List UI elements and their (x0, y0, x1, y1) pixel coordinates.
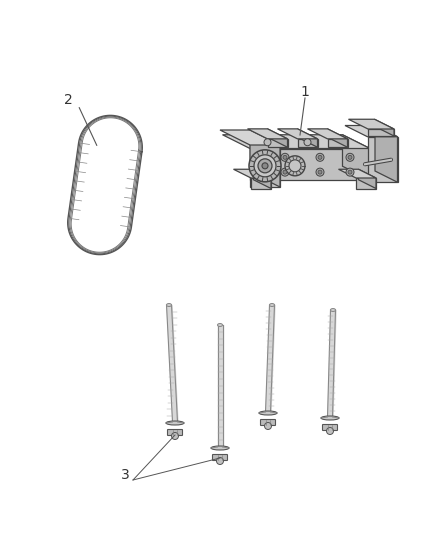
Polygon shape (328, 139, 347, 147)
Text: 1: 1 (300, 85, 309, 99)
Ellipse shape (331, 309, 336, 311)
Ellipse shape (218, 324, 223, 327)
Polygon shape (220, 130, 280, 145)
Circle shape (216, 457, 223, 464)
Polygon shape (233, 169, 271, 178)
Circle shape (326, 427, 333, 434)
Polygon shape (368, 129, 394, 136)
Circle shape (172, 432, 179, 440)
FancyBboxPatch shape (261, 419, 276, 425)
Polygon shape (297, 129, 318, 147)
Circle shape (346, 154, 354, 161)
Circle shape (265, 423, 272, 430)
Circle shape (258, 159, 272, 173)
Polygon shape (367, 137, 398, 182)
Polygon shape (349, 119, 394, 129)
Circle shape (249, 150, 281, 182)
Polygon shape (223, 135, 370, 149)
Polygon shape (250, 149, 370, 180)
Circle shape (316, 154, 324, 161)
Circle shape (289, 160, 301, 172)
Polygon shape (297, 139, 318, 147)
Polygon shape (356, 178, 376, 189)
Polygon shape (358, 169, 376, 189)
Circle shape (346, 168, 354, 176)
Ellipse shape (269, 303, 275, 306)
Polygon shape (250, 130, 280, 187)
Polygon shape (254, 169, 271, 189)
Circle shape (283, 170, 287, 174)
Ellipse shape (166, 303, 172, 306)
Polygon shape (278, 129, 318, 139)
Ellipse shape (166, 421, 184, 425)
Circle shape (281, 154, 289, 161)
Circle shape (262, 163, 268, 169)
Circle shape (254, 155, 276, 177)
Ellipse shape (211, 446, 229, 450)
Circle shape (348, 170, 352, 174)
Polygon shape (374, 119, 394, 136)
FancyBboxPatch shape (167, 430, 183, 435)
Polygon shape (79, 124, 131, 247)
Polygon shape (247, 129, 287, 139)
Polygon shape (345, 125, 398, 137)
Circle shape (318, 155, 322, 159)
Polygon shape (328, 129, 347, 147)
Ellipse shape (259, 411, 277, 415)
Circle shape (281, 168, 289, 176)
Circle shape (283, 155, 287, 159)
Polygon shape (250, 145, 280, 187)
Ellipse shape (321, 416, 339, 420)
Polygon shape (307, 129, 347, 139)
Polygon shape (343, 135, 370, 180)
Polygon shape (251, 178, 271, 189)
Polygon shape (268, 129, 287, 147)
Circle shape (264, 139, 271, 146)
Polygon shape (268, 139, 287, 147)
Circle shape (285, 156, 305, 176)
FancyBboxPatch shape (212, 455, 227, 461)
Circle shape (348, 155, 352, 159)
FancyBboxPatch shape (322, 424, 338, 431)
Polygon shape (375, 125, 398, 182)
Text: 3: 3 (120, 468, 129, 482)
Circle shape (304, 139, 311, 146)
Circle shape (316, 168, 324, 176)
Polygon shape (339, 169, 376, 178)
Circle shape (318, 170, 322, 174)
Text: 2: 2 (64, 93, 72, 107)
